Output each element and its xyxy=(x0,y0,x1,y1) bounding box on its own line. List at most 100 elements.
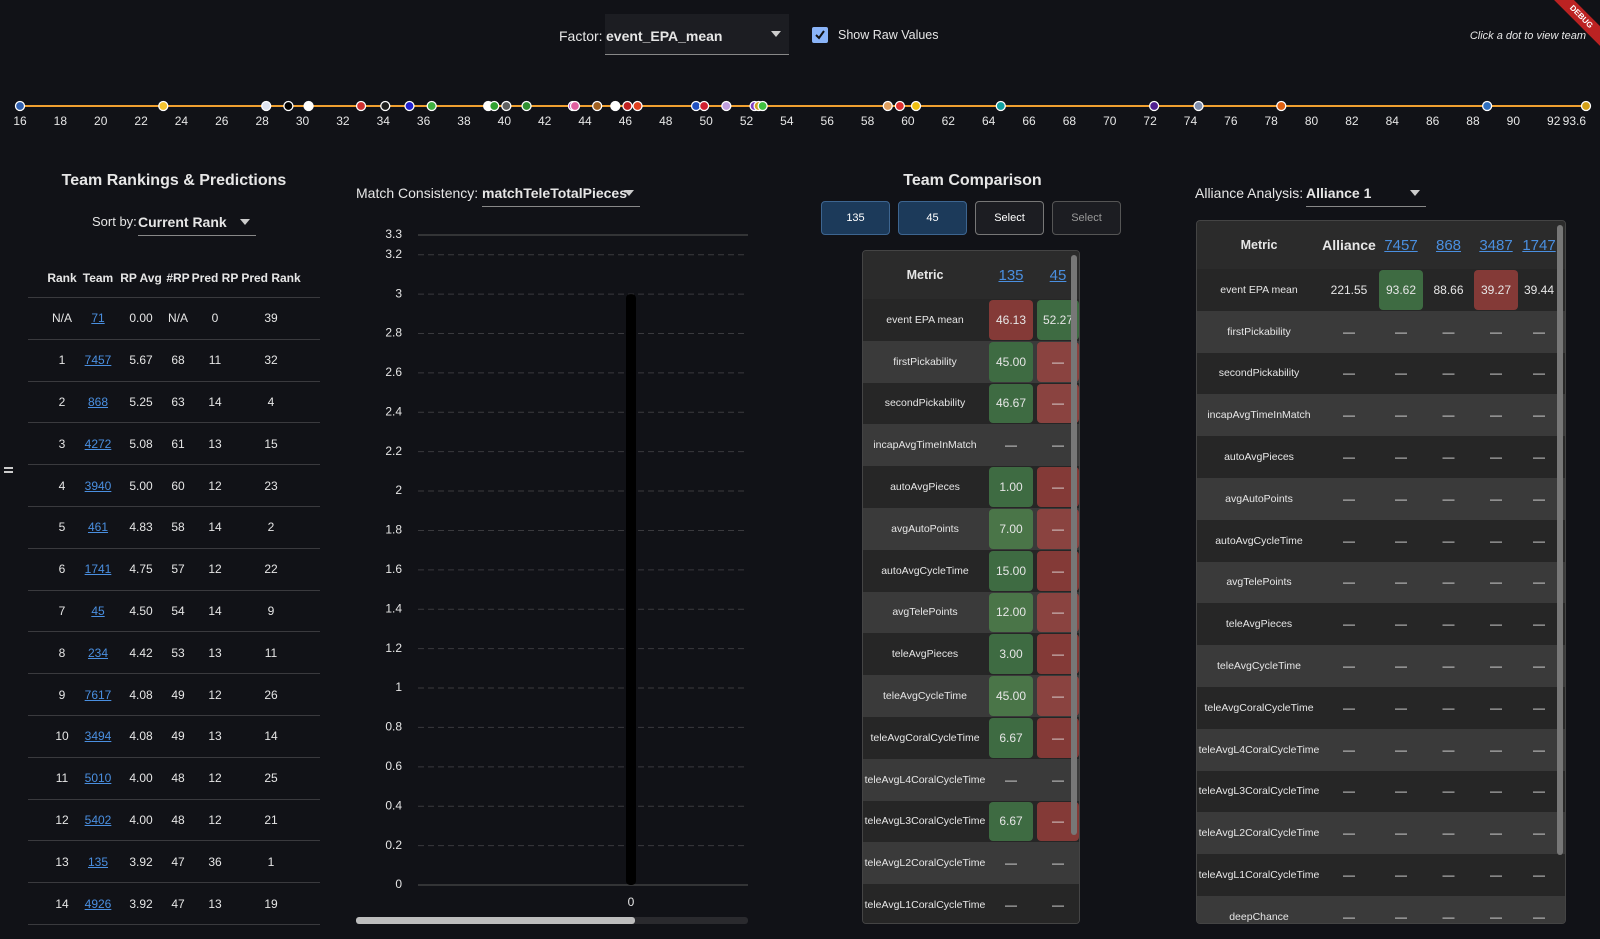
team-dot[interactable] xyxy=(622,100,633,112)
team-dot[interactable] xyxy=(303,100,314,112)
team-dot[interactable] xyxy=(521,100,532,112)
team-dot[interactable] xyxy=(1148,100,1160,112)
team-dot[interactable] xyxy=(698,100,710,112)
value-cell: — xyxy=(1377,436,1425,478)
team-button[interactable]: Select xyxy=(975,201,1044,235)
team-link[interactable]: 1741 xyxy=(84,562,112,577)
value-cell: — xyxy=(1520,562,1558,604)
value-cell: — xyxy=(1472,353,1520,395)
rankings-title: Team Rankings & Predictions xyxy=(61,172,287,189)
y-tick-label: 2.8 xyxy=(385,326,402,340)
table-row: autoAvgPieces 1.00— xyxy=(863,466,1079,508)
team-dot[interactable] xyxy=(501,100,512,112)
team-dot[interactable] xyxy=(158,100,169,112)
value-cell: — xyxy=(1425,854,1472,896)
team-dot[interactable] xyxy=(426,100,437,112)
metric-name: teleAvgL2CoralCycleTime xyxy=(864,857,986,870)
drag-handle[interactable] xyxy=(4,467,13,469)
team-dot[interactable] xyxy=(632,100,643,112)
team-dot[interactable] xyxy=(261,100,272,112)
team-dot[interactable] xyxy=(1193,100,1204,112)
value: — xyxy=(1343,826,1355,841)
team-dot[interactable] xyxy=(355,100,367,112)
factor-select[interactable]: event_EPA_mean xyxy=(605,14,789,55)
x-tick-label: 78 xyxy=(1265,114,1279,128)
team-dot[interactable] xyxy=(610,100,621,112)
table-row: avgAutoPoints — — — — — xyxy=(1197,478,1565,520)
value-cell: 39.27 xyxy=(1472,269,1520,311)
checkbox-label[interactable]: Show Raw Values xyxy=(838,28,939,42)
team-link[interactable]: 868 xyxy=(1435,236,1462,254)
table-cell: 14 xyxy=(208,394,222,409)
metric-name: deepChance xyxy=(1229,910,1289,923)
team-link[interactable]: 461 xyxy=(87,520,109,535)
team-link[interactable]: 45 xyxy=(91,603,105,618)
value-cell: — xyxy=(1377,394,1425,436)
team-dot[interactable] xyxy=(404,100,415,112)
team-link[interactable]: 135 xyxy=(998,266,1024,284)
team-dot[interactable] xyxy=(995,100,1006,112)
table-row: secondPickability 46.67— xyxy=(863,382,1079,425)
table-cell: 23 xyxy=(264,478,278,493)
y-tick-label: 0 xyxy=(395,877,402,891)
team-link[interactable]: 5010 xyxy=(84,771,112,786)
drag-handle[interactable] xyxy=(4,471,13,473)
team-button[interactable]: 135 xyxy=(821,201,890,235)
team-link[interactable]: 1747 xyxy=(1522,236,1556,254)
team-dot[interactable] xyxy=(1580,100,1592,112)
team-dot[interactable] xyxy=(569,100,581,112)
alliance-select[interactable]: Alliance 1 xyxy=(1306,180,1426,207)
team-link[interactable]: 7457 xyxy=(1384,236,1418,254)
table-cell: 11 xyxy=(264,645,278,660)
table-cell: 32 xyxy=(264,353,278,368)
team-link[interactable]: 5402 xyxy=(84,812,112,827)
checkbox[interactable] xyxy=(812,27,828,43)
team-link[interactable]: 7617 xyxy=(84,687,112,702)
value-cell: — xyxy=(1321,771,1377,813)
scroll-thumb[interactable] xyxy=(356,917,635,924)
team-dot[interactable] xyxy=(721,100,732,112)
scrollbar[interactable] xyxy=(1071,255,1077,835)
value-cell: — xyxy=(1520,520,1558,562)
value: — xyxy=(1533,868,1545,883)
x-tick-label: 40 xyxy=(498,114,512,128)
team-link[interactable]: 45 xyxy=(1049,266,1067,284)
team-link[interactable]: 3487 xyxy=(1479,236,1513,254)
team-link[interactable]: 4272 xyxy=(84,436,112,451)
metric-name: firstPickability xyxy=(893,355,957,368)
team-link[interactable]: 135 xyxy=(87,854,109,869)
value-cell: — xyxy=(1520,812,1558,854)
team-dot[interactable] xyxy=(757,100,768,112)
team-dot[interactable] xyxy=(14,100,26,112)
x-tick-label: 52 xyxy=(740,114,754,128)
team-dot[interactable] xyxy=(283,100,294,112)
value: 3.00 xyxy=(989,634,1033,675)
team-link[interactable]: 3494 xyxy=(84,729,112,744)
team-link[interactable]: 71 xyxy=(91,311,105,326)
team-dot[interactable] xyxy=(894,100,906,112)
value: — xyxy=(1442,533,1455,548)
team-button[interactable]: Select xyxy=(1052,201,1121,235)
value: — xyxy=(1343,408,1355,423)
team-dot[interactable] xyxy=(380,100,391,112)
team-link[interactable]: 868 xyxy=(87,394,109,409)
y-tick-label: 1 xyxy=(395,680,402,694)
team-dot[interactable] xyxy=(1481,100,1493,112)
value-cell: — xyxy=(1321,353,1377,395)
team-dot[interactable] xyxy=(489,100,500,112)
metric-name: avgTelePoints xyxy=(892,606,958,619)
team-dot[interactable] xyxy=(882,100,893,112)
team-link[interactable]: 4926 xyxy=(84,896,112,911)
value: — xyxy=(1533,617,1545,632)
team-dot[interactable] xyxy=(910,100,922,112)
team-link[interactable]: 234 xyxy=(87,645,109,660)
metric-select[interactable]: matchTeleTotalPieces xyxy=(482,180,640,207)
team-link[interactable]: 3940 xyxy=(84,478,112,493)
team-dot[interactable] xyxy=(592,100,603,112)
sort-select[interactable]: Current Rank xyxy=(138,208,256,236)
team-dot[interactable] xyxy=(1276,100,1287,112)
team-button[interactable]: 45 xyxy=(898,201,967,235)
scrollbar[interactable] xyxy=(1557,225,1563,855)
value: — xyxy=(1395,659,1407,674)
team-link[interactable]: 7457 xyxy=(84,353,112,368)
